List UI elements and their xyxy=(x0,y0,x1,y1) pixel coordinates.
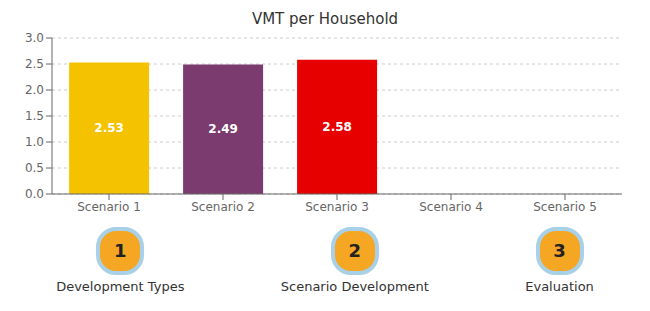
html-text:2: 2 xyxy=(348,240,362,261)
svg-text:2.5: 2.5 xyxy=(25,57,44,71)
html-text:VMT per Household: VMT per Household xyxy=(251,10,399,28)
svg-text:1.5: 1.5 xyxy=(25,109,44,123)
html-text:Development Types: Development Types xyxy=(56,278,185,294)
svg-text:2.49: 2.49 xyxy=(208,122,238,136)
svg-text:0.5: 0.5 xyxy=(25,161,44,175)
svg-text:2.53: 2.53 xyxy=(94,121,124,135)
svg-text:1.0: 1.0 xyxy=(25,135,44,149)
svg-text:2.0: 2.0 xyxy=(25,83,44,97)
svg-text:Scenario 5: Scenario 5 xyxy=(533,200,597,214)
svg-text:3.0: 3.0 xyxy=(25,31,44,45)
html-text:1: 1 xyxy=(114,240,127,261)
html-text:Evaluation: Evaluation xyxy=(525,278,594,294)
svg-text:Scenario 1: Scenario 1 xyxy=(77,200,141,214)
html-text:Scenario Development: Scenario Development xyxy=(280,278,429,294)
svg-text:Scenario 2: Scenario 2 xyxy=(191,200,255,214)
svg-text:Scenario 3: Scenario 3 xyxy=(305,200,369,214)
html-text:3: 3 xyxy=(553,240,566,261)
svg-text:2.58: 2.58 xyxy=(322,120,352,134)
svg-text:Scenario 4: Scenario 4 xyxy=(419,200,483,214)
svg-text:0.0: 0.0 xyxy=(25,187,44,201)
